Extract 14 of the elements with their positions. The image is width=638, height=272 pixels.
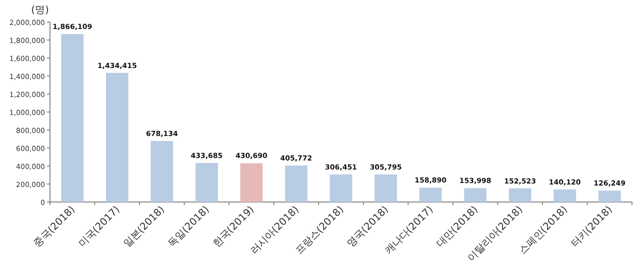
- bar: [285, 165, 308, 202]
- bar: [598, 190, 621, 202]
- bar: [374, 174, 397, 202]
- bar: [150, 140, 174, 202]
- bar: [196, 162, 218, 202]
- bar: [508, 188, 532, 202]
- bar: [106, 72, 128, 202]
- bar: [240, 163, 263, 202]
- bar: [419, 188, 442, 202]
- bar: [330, 174, 352, 202]
- bar: [464, 188, 486, 202]
- y-axis-title: (명): [31, 5, 49, 16]
- bar: [61, 34, 84, 202]
- bar: [554, 189, 576, 202]
